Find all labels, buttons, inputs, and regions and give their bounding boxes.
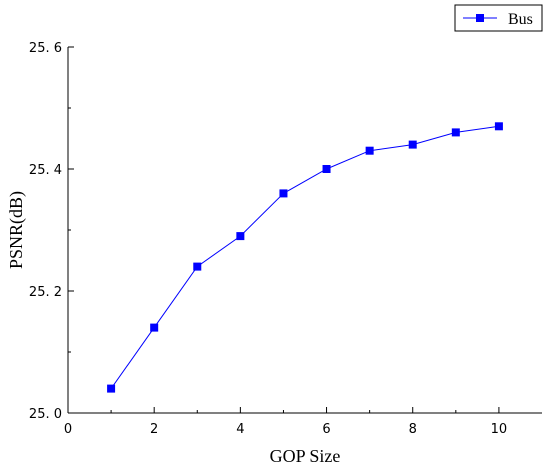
x-axis-title: GOP Size — [270, 446, 341, 466]
series-layer — [107, 122, 503, 393]
data-point — [365, 146, 374, 155]
axes — [67, 47, 542, 414]
x-tick-label: 0 — [64, 422, 72, 437]
series-line-bus — [110, 125, 499, 389]
data-point — [193, 262, 202, 271]
y-axis-title: PSNR(dB) — [6, 191, 27, 269]
data-point — [451, 128, 460, 137]
data-point — [236, 232, 245, 241]
x-tick-label: 8 — [409, 422, 417, 437]
ticks: 0 2 4 6 8 10 25. 0 25. 2 25. 4 25. 6 — [29, 41, 507, 437]
data-point — [408, 140, 417, 149]
x-tick-label: 10 — [491, 422, 508, 437]
y-tick-label: 25. 6 — [29, 41, 62, 56]
data-point — [279, 189, 288, 198]
y-tick-label: 25. 2 — [29, 285, 62, 300]
data-point — [322, 165, 331, 173]
data-point — [150, 323, 159, 332]
data-point — [494, 122, 503, 131]
legend: Bus — [454, 4, 543, 32]
data-point — [107, 384, 116, 393]
legend-label-bus: Bus — [508, 11, 533, 28]
y-tick-label: 25. 4 — [29, 163, 62, 178]
legend-marker — [476, 14, 484, 22]
x-tick-label: 6 — [322, 422, 330, 437]
x-tick-label: 2 — [150, 422, 158, 437]
y-tick-label: 25. 0 — [29, 407, 62, 422]
x-tick-label: 4 — [236, 422, 244, 437]
